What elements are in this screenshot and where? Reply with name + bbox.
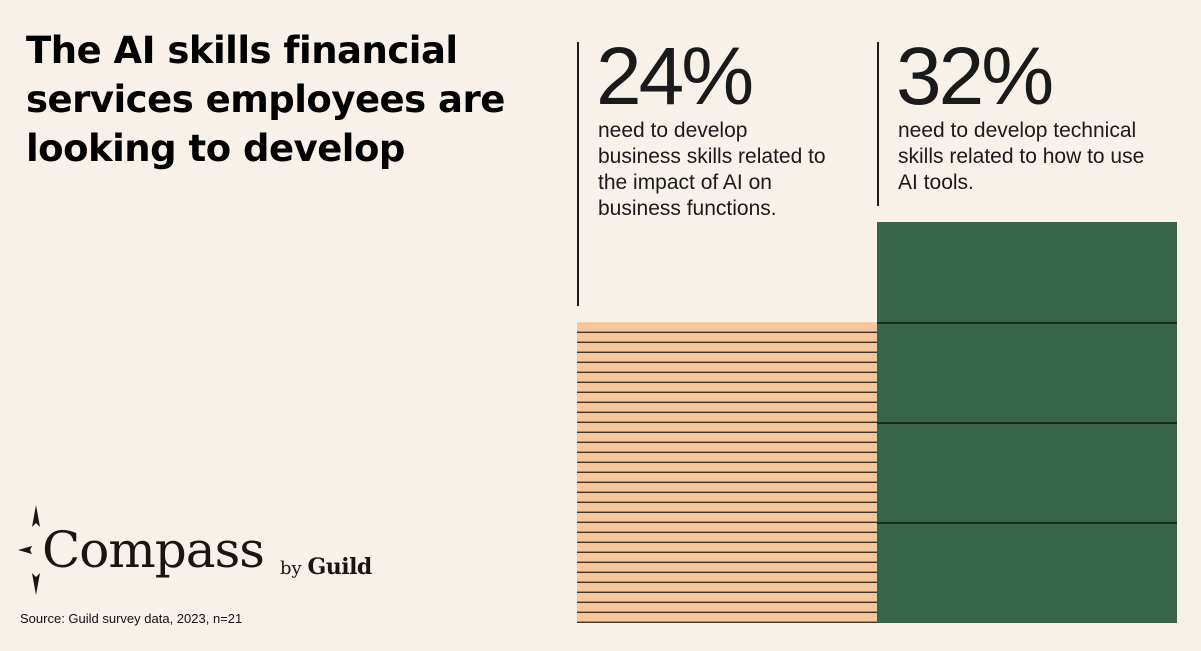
source-note: Source: Guild survey data, 2023, n=21	[20, 611, 243, 626]
stat-divider-2	[877, 42, 879, 206]
stat-value-2: 32%	[896, 31, 1054, 122]
logo-byline: by Guild	[280, 554, 372, 580]
logo-by-text: by	[280, 558, 302, 579]
logo-wordmark: Compass	[42, 521, 265, 579]
stat-value-1: 24%	[596, 31, 754, 122]
compass-icon	[18, 505, 40, 595]
logo-brand: Guild	[307, 554, 372, 580]
stat-description-2: need to develop technical skills related…	[898, 119, 1145, 194]
page-title: The AI skills financial services employe…	[26, 29, 505, 170]
stat-divider-1	[577, 42, 579, 306]
stat-description-1: need to develop business skills related …	[598, 119, 826, 220]
